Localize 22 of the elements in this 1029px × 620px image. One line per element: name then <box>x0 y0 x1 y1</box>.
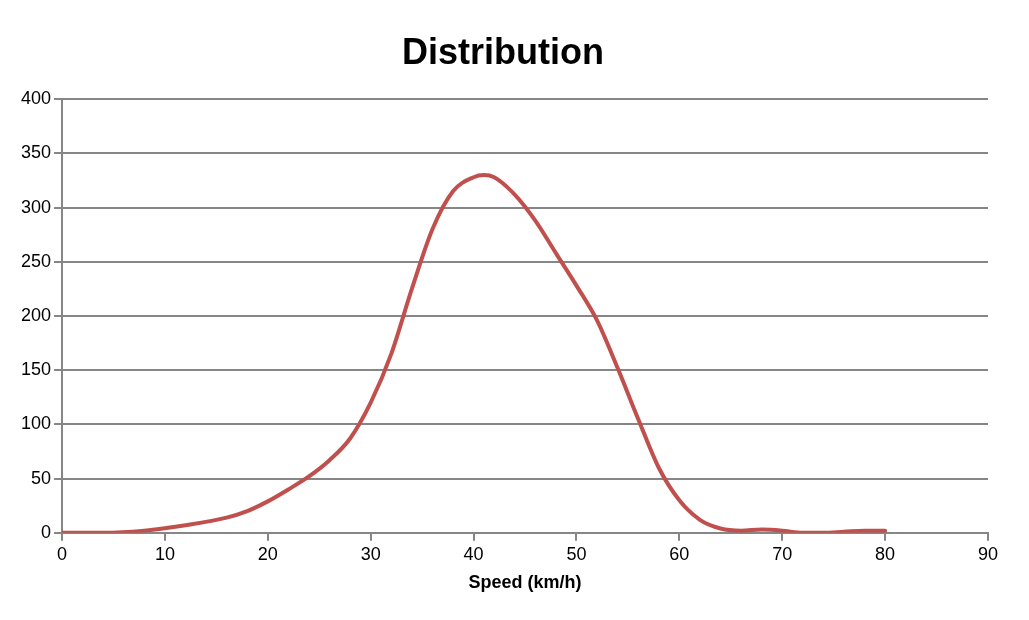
line-series <box>62 173 888 533</box>
y-tick-label: 300 <box>20 196 52 217</box>
y-tick-label: 250 <box>20 250 52 271</box>
y-tick-label: 350 <box>20 142 52 163</box>
x-tick-label: 60 <box>669 543 690 564</box>
x-tick-label: 30 <box>360 543 381 564</box>
x-tick-label: 80 <box>875 543 896 564</box>
x-tick-label: 10 <box>154 543 175 564</box>
x-tick-label: 0 <box>57 543 68 564</box>
x-tick-label: 90 <box>977 543 999 564</box>
y-tick-label: 150 <box>20 359 52 380</box>
x-tick-label: 70 <box>772 543 793 564</box>
x-tick-label: 40 <box>463 543 484 564</box>
y-tick-label: 400 <box>20 88 52 109</box>
x-tick-label: 20 <box>257 543 278 564</box>
y-tick-label: 200 <box>20 304 52 325</box>
x-tick-label: 50 <box>566 543 587 564</box>
y-tick-label: 50 <box>31 467 52 488</box>
x-axis-title: Speed (km/h) <box>468 572 582 593</box>
y-tick-label: 100 <box>20 413 52 434</box>
y-tick-label: 0 <box>41 521 52 542</box>
chart-title: Distribution <box>402 30 604 72</box>
